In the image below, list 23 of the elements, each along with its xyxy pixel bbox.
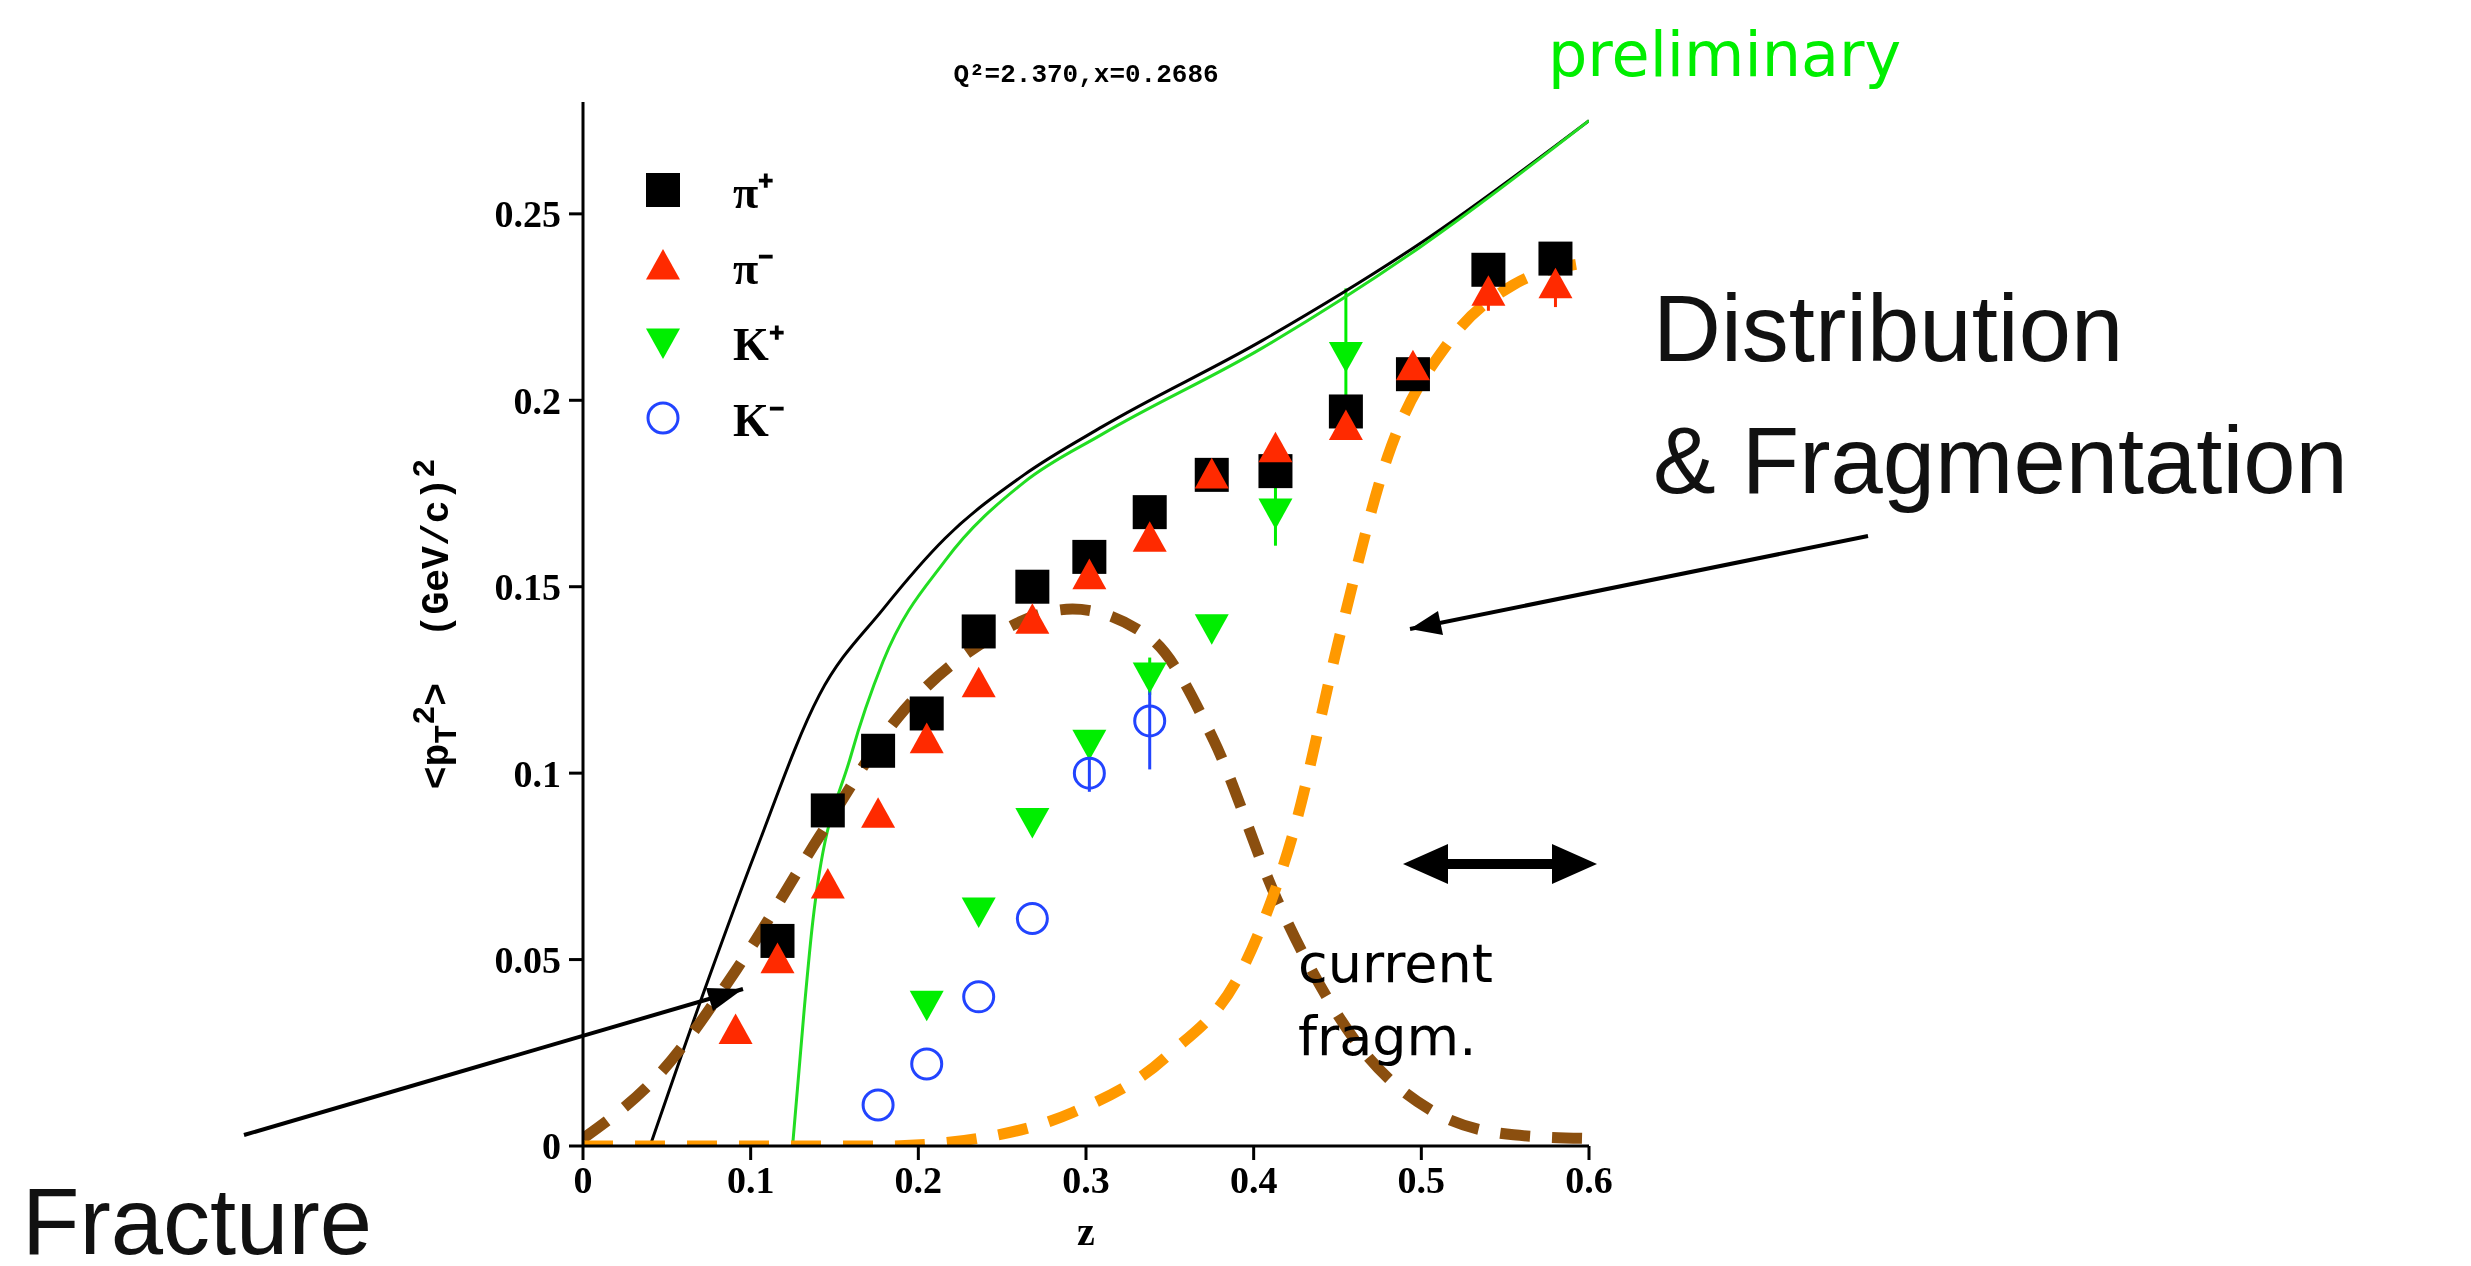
text: Distribution & Fragmentation (1653, 275, 2348, 515)
annotation: current fragm. (1298, 931, 1493, 1070)
text: preliminary (1548, 18, 1902, 91)
legend-label: K⁻ (733, 394, 785, 448)
x-tick-label: 0 (573, 1158, 593, 1201)
text: Fracture (22, 1168, 372, 1266)
y-tick-label: 0.2 (513, 379, 561, 422)
y-tick-label: 0.25 (494, 193, 561, 236)
legend-label: π⁺ (733, 166, 775, 220)
x-tick-label: 0.2 (894, 1158, 943, 1201)
y-tick-label: 0.15 (494, 566, 561, 609)
y-tick-label: 0.1 (513, 752, 561, 795)
chart-title: Q²=2.370,x=0.2686 (953, 60, 1219, 90)
x-tick-label: 0.5 (1397, 1158, 1446, 1201)
x-tick-label: 0.3 (1062, 1158, 1110, 1201)
legend-label: π⁻ (733, 242, 775, 296)
y-tick-label: 0 (542, 1125, 561, 1168)
x-axis-title: z (1076, 1208, 1096, 1255)
legend-label: K⁺ (733, 318, 785, 372)
x-tick-label: 0.6 (1565, 1158, 1613, 1201)
x-tick-label: 0.4 (1229, 1158, 1278, 1201)
x-tick-label: 0.1 (726, 1158, 775, 1201)
y-tick-label: 0.05 (494, 939, 561, 982)
